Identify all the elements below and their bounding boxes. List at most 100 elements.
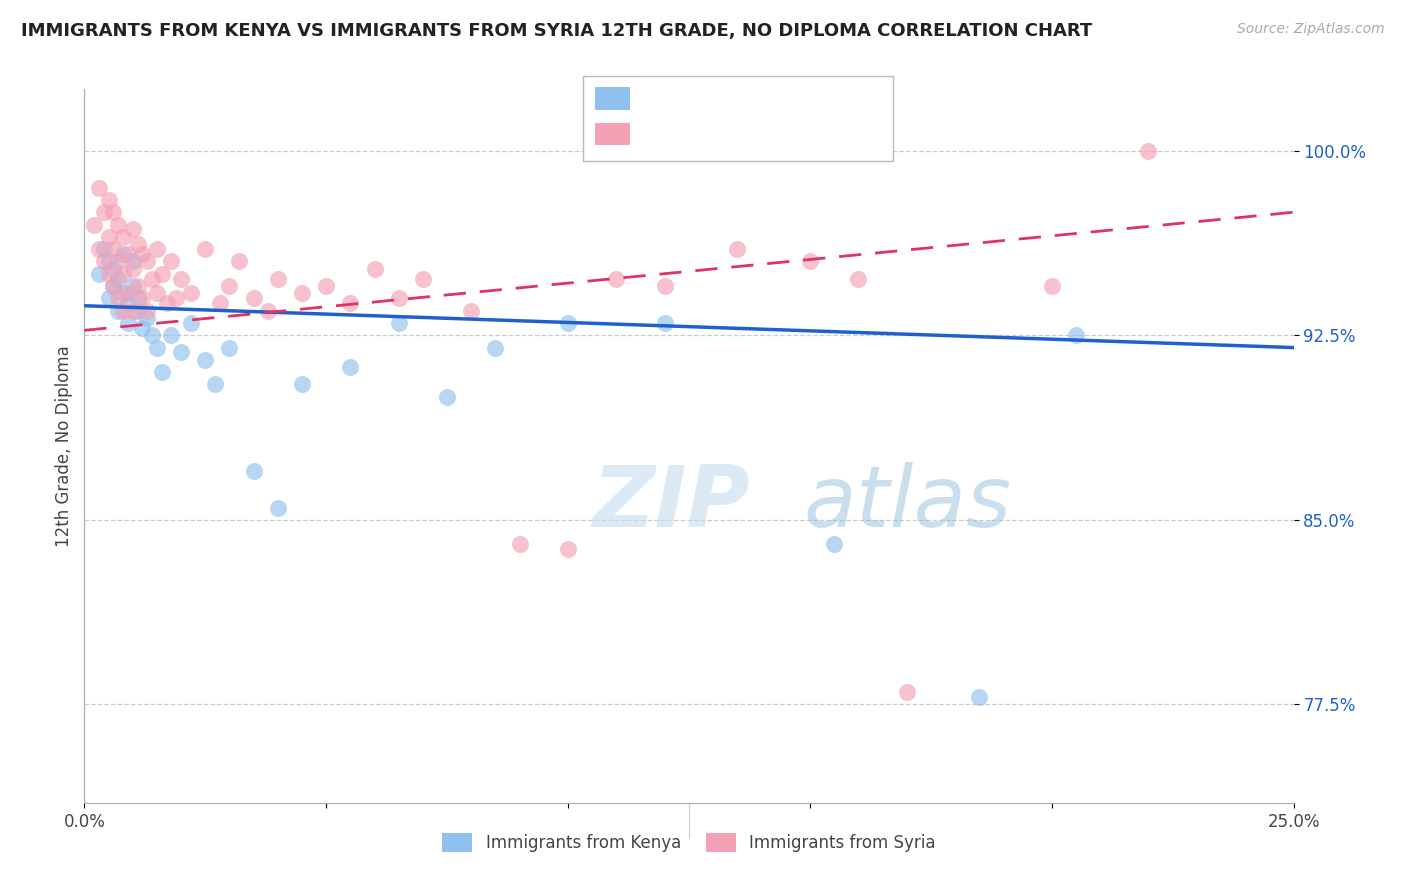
Point xyxy=(121,261,143,276)
Point xyxy=(180,316,202,330)
Point xyxy=(93,242,115,256)
Point xyxy=(1064,328,1087,343)
Point xyxy=(127,303,149,318)
Point xyxy=(165,291,187,305)
Text: IMMIGRANTS FROM KENYA VS IMMIGRANTS FROM SYRIA 12TH GRADE, NO DIPLOMA CORRELATIO: IMMIGRANTS FROM KENYA VS IMMIGRANTS FROM… xyxy=(21,22,1092,40)
Point xyxy=(412,271,434,285)
Point xyxy=(131,247,153,261)
Point xyxy=(121,222,143,236)
Point xyxy=(242,464,264,478)
Point xyxy=(160,254,183,268)
Point xyxy=(436,390,458,404)
Point xyxy=(388,316,411,330)
Point xyxy=(267,500,290,515)
Point xyxy=(97,291,120,305)
Point xyxy=(87,180,110,194)
Y-axis label: 12th Grade, No Diploma: 12th Grade, No Diploma xyxy=(55,345,73,547)
Point xyxy=(725,242,748,256)
Text: ZIP: ZIP xyxy=(592,461,749,545)
Point xyxy=(112,286,135,301)
Point xyxy=(315,279,337,293)
Point xyxy=(1040,279,1063,293)
Point xyxy=(339,296,361,310)
Point xyxy=(557,542,579,557)
Point xyxy=(218,279,240,293)
Point xyxy=(291,377,314,392)
Point xyxy=(121,254,143,268)
Point xyxy=(131,321,153,335)
Point xyxy=(194,352,217,367)
Point xyxy=(103,279,125,293)
Point xyxy=(208,296,231,310)
Point xyxy=(87,267,110,281)
Point xyxy=(103,205,125,219)
Point xyxy=(257,303,280,318)
Point xyxy=(112,267,135,281)
Point xyxy=(103,242,125,256)
Point xyxy=(117,247,139,261)
Point xyxy=(509,537,531,551)
Point xyxy=(97,230,120,244)
Point xyxy=(146,242,169,256)
Point xyxy=(484,341,506,355)
Point xyxy=(654,316,676,330)
Point xyxy=(107,254,129,268)
Text: Source: ZipAtlas.com: Source: ZipAtlas.com xyxy=(1237,22,1385,37)
Point xyxy=(799,254,821,268)
Point xyxy=(136,311,159,326)
Point xyxy=(83,218,105,232)
Point xyxy=(180,286,202,301)
Point xyxy=(339,360,361,375)
Point xyxy=(150,365,173,379)
Point xyxy=(117,296,139,310)
Point xyxy=(97,267,120,281)
Point xyxy=(460,303,482,318)
Point xyxy=(896,685,918,699)
Point xyxy=(93,254,115,268)
Point xyxy=(242,291,264,305)
Point xyxy=(150,267,173,281)
Point xyxy=(117,316,139,330)
Point xyxy=(97,254,120,268)
Point xyxy=(97,193,120,207)
Point xyxy=(121,279,143,293)
Point xyxy=(136,254,159,268)
Point xyxy=(131,291,153,305)
Point xyxy=(363,261,385,276)
Point xyxy=(291,286,314,301)
Point xyxy=(107,303,129,318)
Point xyxy=(141,271,163,285)
Point xyxy=(112,230,135,244)
Point xyxy=(146,341,169,355)
Point xyxy=(117,286,139,301)
Point xyxy=(127,237,149,252)
Point xyxy=(136,303,159,318)
Point xyxy=(146,286,169,301)
Point xyxy=(107,291,129,305)
Point xyxy=(267,271,290,285)
Point xyxy=(127,279,149,293)
Text: atlas: atlas xyxy=(804,461,1012,545)
Point xyxy=(846,271,869,285)
Point xyxy=(557,316,579,330)
Point xyxy=(93,205,115,219)
Point xyxy=(194,242,217,256)
Point xyxy=(228,254,250,268)
Point xyxy=(204,377,226,392)
Point xyxy=(170,271,193,285)
Point xyxy=(127,291,149,305)
Point xyxy=(112,303,135,318)
Text: R =   0.112   N = 61: R = 0.112 N = 61 xyxy=(640,126,858,144)
Point xyxy=(388,291,411,305)
Point xyxy=(654,279,676,293)
Point xyxy=(823,537,845,551)
Point xyxy=(155,296,177,310)
Point xyxy=(1137,144,1160,158)
Point xyxy=(87,242,110,256)
Point xyxy=(103,261,125,276)
Point xyxy=(170,345,193,359)
Point xyxy=(121,303,143,318)
Point xyxy=(112,247,135,261)
Point xyxy=(967,690,990,704)
Point xyxy=(605,271,627,285)
